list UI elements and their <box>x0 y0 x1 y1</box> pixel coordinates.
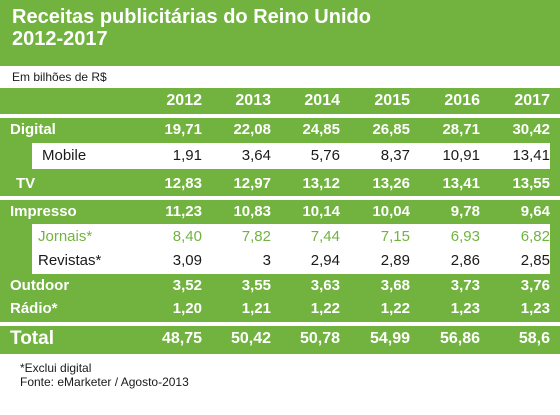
table-row-impresso: Impresso 11,23 10,83 10,14 10,04 9,78 9,… <box>0 199 560 225</box>
data-cell: 2,89 <box>380 252 410 269</box>
table-row-outdoor: Outdoor 3,52 3,55 3,63 3,68 3,73 3,76 <box>0 273 560 299</box>
table-row-digital: Digital 19,71 22,08 24,85 26,85 28,71 30… <box>0 117 560 143</box>
data-cell: 3 <box>262 252 271 269</box>
sub-row-box <box>32 224 550 274</box>
data-cell: 3,76 <box>520 277 550 294</box>
data-cell: 3,73 <box>450 277 480 294</box>
row-label: Total <box>10 328 54 349</box>
row-label: Impresso <box>10 203 77 220</box>
data-cell: 11,23 <box>165 203 202 220</box>
year-header: 2013 <box>235 92 271 109</box>
row-label: Digital <box>10 121 56 138</box>
data-cell: 6,93 <box>450 228 480 245</box>
footnote: *Exclui digital <box>20 361 92 375</box>
data-cell: 28,71 <box>442 121 480 138</box>
data-cell: 13,41 <box>442 175 480 192</box>
data-cell: 30,42 <box>512 121 550 138</box>
table-row-revistas: Revistas* 3,09 3 2,94 2,89 2,86 2,85 <box>0 249 560 273</box>
table-row-jornais: Jornais* 8,40 7,82 7,44 7,15 6,93 6,82 <box>0 225 560 249</box>
row-label: Revistas* <box>38 252 102 269</box>
source-note: Fonte: eMarketer / Agosto-2013 <box>20 375 189 389</box>
data-cell: 9,64 <box>520 203 550 220</box>
data-cell: 3,64 <box>241 147 271 164</box>
data-cell: 3,68 <box>380 277 410 294</box>
year-header-row: 2012 2013 2014 2015 2016 2017 <box>0 90 560 114</box>
data-cell: 3,09 <box>172 252 202 269</box>
data-cell: 13,26 <box>372 175 410 192</box>
data-cell: 1,23 <box>520 300 550 317</box>
data-cell: 13,12 <box>302 175 340 192</box>
data-cell: 13,41 <box>512 147 550 164</box>
row-label: Outdoor <box>10 277 70 294</box>
data-cell: 1,91 <box>172 147 202 164</box>
data-cell: 1,22 <box>380 300 410 317</box>
data-cell: 1,20 <box>172 300 202 317</box>
row-label: Mobile <box>42 147 87 164</box>
row-label: Jornais* <box>38 228 93 245</box>
data-cell: 13,55 <box>512 175 550 192</box>
data-cell: 7,44 <box>310 228 340 245</box>
data-cell: 10,91 <box>442 147 480 164</box>
data-cell: 10,14 <box>302 203 340 220</box>
data-cell: 2,85 <box>520 252 550 269</box>
data-cell: 12,97 <box>233 175 271 192</box>
data-cell: 58,6 <box>518 330 550 347</box>
data-cell: 8,40 <box>172 228 202 245</box>
data-cell: 7,15 <box>380 228 410 245</box>
data-cell: 5,76 <box>310 147 340 164</box>
data-cell: 9,78 <box>450 203 480 220</box>
data-cell: 2,94 <box>310 252 340 269</box>
data-cell: 19,71 <box>164 121 202 138</box>
divider-line <box>0 322 560 326</box>
data-cell: 3,52 <box>172 277 202 294</box>
data-cell: 12,83 <box>164 175 202 192</box>
data-cell: 8,37 <box>380 147 410 164</box>
data-cell: 6,82 <box>520 228 550 245</box>
divider-line <box>0 196 560 200</box>
year-header: 2015 <box>374 92 410 109</box>
title-line-1: Receitas publicitárias do Reino Unido <box>12 6 371 28</box>
data-cell: 26,85 <box>372 121 410 138</box>
data-cell: 50,78 <box>299 330 340 347</box>
chart-title: Receitas publicitárias do Reino Unido 20… <box>12 6 371 50</box>
table-row-radio: Rádio* 1,20 1,21 1,22 1,22 1,23 1,23 <box>0 296 560 322</box>
data-cell: 1,21 <box>241 300 271 317</box>
data-cell: 50,42 <box>230 330 271 347</box>
unit-note: Em bilhões de R$ <box>12 70 107 84</box>
year-header: 2012 <box>166 92 202 109</box>
divider-line <box>0 114 560 118</box>
data-cell: 10,83 <box>233 203 271 220</box>
year-header: 2016 <box>444 92 480 109</box>
data-cell: 1,22 <box>310 300 340 317</box>
row-label: Rádio* <box>10 300 58 317</box>
sub-row-box <box>32 143 550 169</box>
data-cell: 7,82 <box>241 228 271 245</box>
data-cell: 1,23 <box>450 300 480 317</box>
data-cell: 3,63 <box>310 277 340 294</box>
data-cell: 10,04 <box>372 203 410 220</box>
data-cell: 24,85 <box>302 121 340 138</box>
title-line-2: 2012-2017 <box>12 28 108 50</box>
data-cell: 54,99 <box>369 330 410 347</box>
data-cell: 56,86 <box>439 330 480 347</box>
footer-band <box>0 354 560 415</box>
footer-notes: *Exclui digital Fonte: eMarketer / Agost… <box>20 361 189 389</box>
year-header: 2017 <box>514 92 550 109</box>
data-cell: 22,08 <box>233 121 271 138</box>
data-cell: 3,55 <box>241 277 271 294</box>
table-row-tv: TV 12,83 12,97 13,12 13,26 13,41 13,55 <box>0 171 560 197</box>
table-row-total: Total 48,75 50,42 50,78 54,99 56,86 58,6 <box>0 325 560 355</box>
data-cell: 48,75 <box>161 330 202 347</box>
table-row-mobile: Mobile 1,91 3,64 5,76 8,37 10,91 13,41 <box>0 144 560 168</box>
year-header: 2014 <box>304 92 340 109</box>
data-cell: 2,86 <box>450 252 480 269</box>
unit-strip: Em bilhões de R$ <box>0 66 560 88</box>
row-label: TV <box>16 175 36 192</box>
